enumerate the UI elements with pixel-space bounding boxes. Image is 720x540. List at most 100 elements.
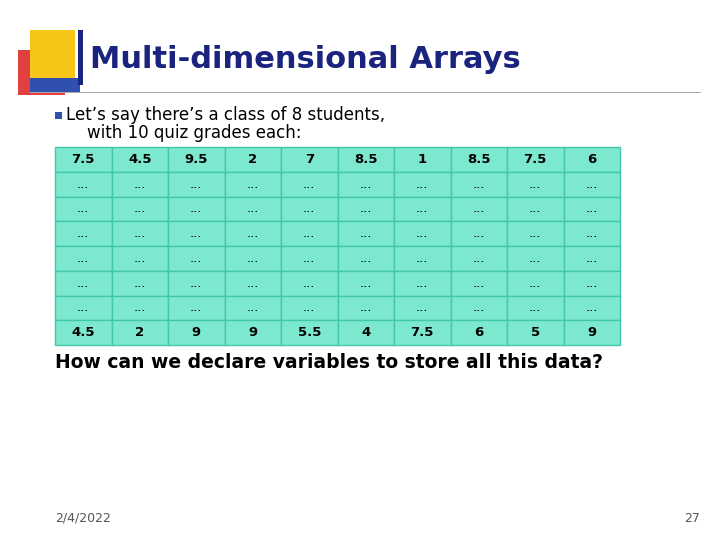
FancyBboxPatch shape (281, 271, 338, 295)
FancyBboxPatch shape (564, 320, 620, 345)
Polygon shape (30, 30, 75, 80)
Text: ...: ... (416, 276, 428, 289)
Text: ...: ... (585, 276, 598, 289)
FancyBboxPatch shape (281, 221, 338, 246)
Text: ...: ... (246, 227, 259, 240)
FancyBboxPatch shape (564, 246, 620, 271)
Text: with 10 quiz grades each:: with 10 quiz grades each: (66, 124, 302, 142)
FancyBboxPatch shape (451, 271, 507, 295)
Text: ...: ... (134, 227, 146, 240)
FancyBboxPatch shape (55, 221, 112, 246)
Text: ...: ... (246, 178, 259, 191)
Text: How can we declare variables to store all this data?: How can we declare variables to store al… (55, 353, 603, 372)
FancyBboxPatch shape (451, 147, 507, 172)
FancyBboxPatch shape (507, 320, 564, 345)
Text: 6: 6 (474, 326, 483, 339)
FancyBboxPatch shape (338, 147, 394, 172)
FancyBboxPatch shape (112, 221, 168, 246)
Text: ...: ... (529, 276, 541, 289)
FancyBboxPatch shape (55, 147, 112, 172)
FancyBboxPatch shape (225, 147, 281, 172)
FancyBboxPatch shape (225, 271, 281, 295)
Text: ...: ... (359, 301, 372, 314)
Text: 7.5: 7.5 (410, 326, 434, 339)
Text: 4: 4 (361, 326, 370, 339)
Text: ...: ... (190, 202, 202, 215)
FancyBboxPatch shape (112, 295, 168, 320)
FancyBboxPatch shape (281, 246, 338, 271)
FancyBboxPatch shape (394, 246, 451, 271)
Text: ...: ... (190, 227, 202, 240)
FancyBboxPatch shape (394, 147, 451, 172)
FancyBboxPatch shape (451, 221, 507, 246)
Text: ...: ... (77, 252, 89, 265)
Text: ...: ... (359, 252, 372, 265)
Text: ...: ... (190, 276, 202, 289)
FancyBboxPatch shape (507, 197, 564, 221)
Text: ...: ... (246, 202, 259, 215)
Text: Multi-dimensional Arrays: Multi-dimensional Arrays (90, 45, 521, 75)
FancyBboxPatch shape (281, 147, 338, 172)
Polygon shape (78, 30, 83, 85)
FancyBboxPatch shape (55, 197, 112, 221)
FancyBboxPatch shape (168, 147, 225, 172)
FancyBboxPatch shape (451, 197, 507, 221)
FancyBboxPatch shape (55, 320, 112, 345)
FancyBboxPatch shape (225, 221, 281, 246)
Text: ...: ... (303, 276, 315, 289)
Text: 8.5: 8.5 (467, 153, 490, 166)
Text: ...: ... (472, 202, 485, 215)
FancyBboxPatch shape (112, 172, 168, 197)
Text: ...: ... (416, 227, 428, 240)
FancyBboxPatch shape (338, 197, 394, 221)
FancyBboxPatch shape (338, 295, 394, 320)
Text: ...: ... (359, 227, 372, 240)
Text: ...: ... (529, 227, 541, 240)
FancyBboxPatch shape (394, 295, 451, 320)
FancyBboxPatch shape (338, 221, 394, 246)
FancyBboxPatch shape (394, 197, 451, 221)
Text: ...: ... (585, 301, 598, 314)
Text: 5.5: 5.5 (297, 326, 321, 339)
Text: ...: ... (77, 202, 89, 215)
Text: ...: ... (190, 301, 202, 314)
FancyBboxPatch shape (112, 320, 168, 345)
FancyBboxPatch shape (507, 271, 564, 295)
FancyBboxPatch shape (55, 172, 112, 197)
FancyBboxPatch shape (451, 172, 507, 197)
Text: ...: ... (303, 252, 315, 265)
FancyBboxPatch shape (338, 172, 394, 197)
FancyBboxPatch shape (564, 172, 620, 197)
Text: ...: ... (246, 252, 259, 265)
Text: ...: ... (77, 301, 89, 314)
FancyBboxPatch shape (168, 320, 225, 345)
FancyBboxPatch shape (451, 246, 507, 271)
FancyBboxPatch shape (112, 246, 168, 271)
Text: ...: ... (303, 178, 315, 191)
Text: 7.5: 7.5 (71, 153, 95, 166)
FancyBboxPatch shape (564, 147, 620, 172)
Text: 2/4/2022: 2/4/2022 (55, 511, 111, 524)
FancyBboxPatch shape (112, 271, 168, 295)
Text: 4.5: 4.5 (128, 153, 151, 166)
FancyBboxPatch shape (225, 172, 281, 197)
FancyBboxPatch shape (112, 147, 168, 172)
FancyBboxPatch shape (168, 295, 225, 320)
FancyBboxPatch shape (507, 295, 564, 320)
FancyBboxPatch shape (55, 271, 112, 295)
Text: 9: 9 (588, 326, 596, 339)
FancyBboxPatch shape (168, 197, 225, 221)
FancyBboxPatch shape (281, 295, 338, 320)
FancyBboxPatch shape (564, 295, 620, 320)
Text: 1: 1 (418, 153, 427, 166)
Text: ...: ... (77, 276, 89, 289)
Text: ...: ... (303, 227, 315, 240)
Text: ...: ... (529, 301, 541, 314)
Polygon shape (18, 50, 65, 95)
Text: ...: ... (529, 178, 541, 191)
Text: ...: ... (585, 178, 598, 191)
Text: Let’s say there’s a class of 8 students,: Let’s say there’s a class of 8 students, (66, 106, 385, 124)
FancyBboxPatch shape (564, 271, 620, 295)
FancyBboxPatch shape (394, 172, 451, 197)
Polygon shape (55, 112, 62, 119)
